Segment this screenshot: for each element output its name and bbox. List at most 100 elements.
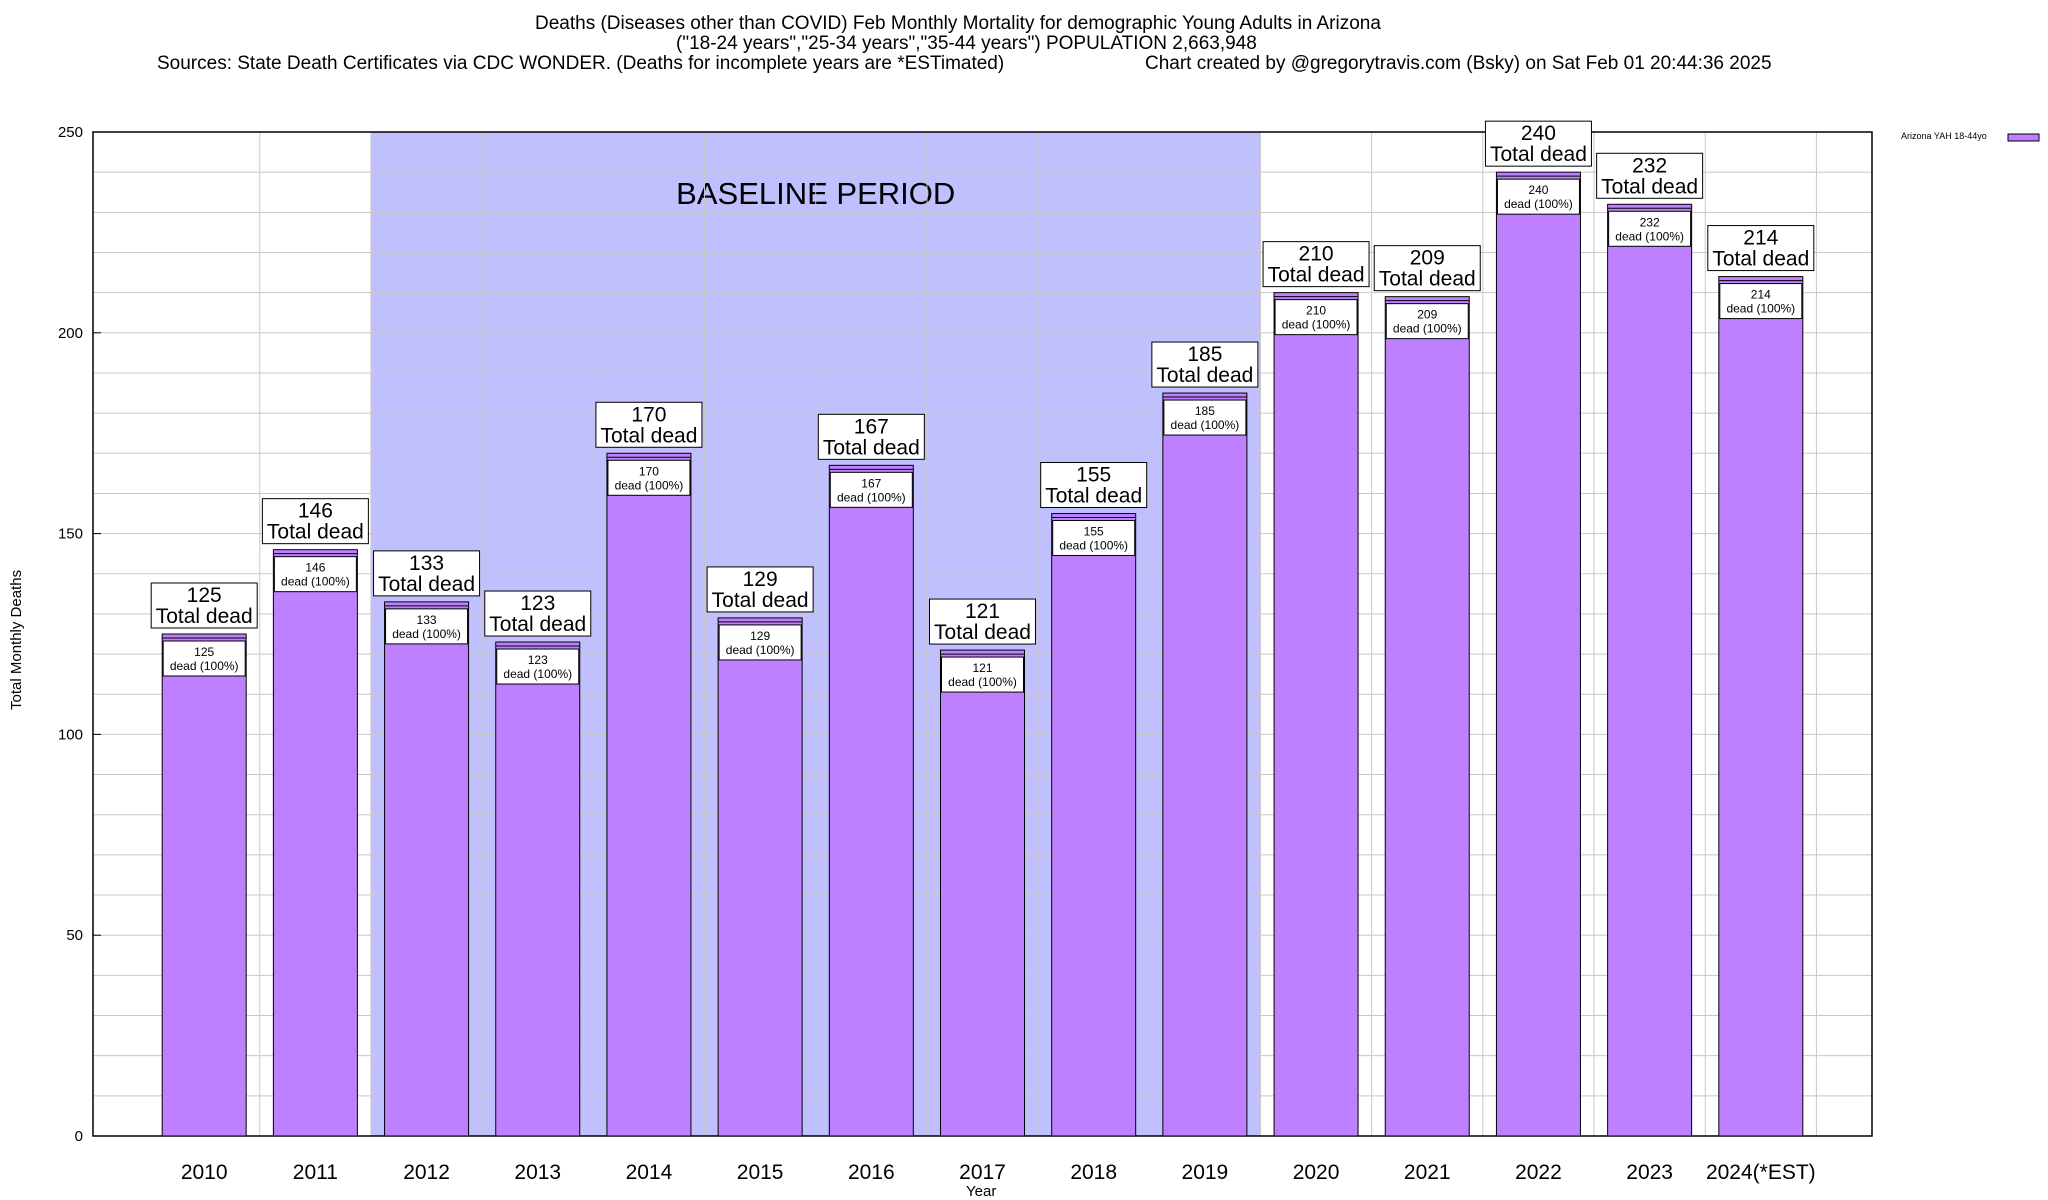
top-value-label: 232 [1632, 154, 1667, 177]
top-label-box [261, 498, 369, 545]
top-value-label: 155 [1076, 464, 1111, 487]
top-value-label: 133 [409, 552, 444, 575]
top-value-label: 146 [298, 500, 333, 523]
top-value-label: 210 [1299, 243, 1334, 266]
top-total-label: Total dead [267, 521, 364, 544]
inner-label-box [941, 656, 1024, 693]
top-value-label: 123 [520, 592, 555, 615]
inner-percent-label: dead (100%) [615, 478, 684, 492]
x-tick-label: 2020 [1293, 1161, 1340, 1184]
bar [161, 633, 247, 1137]
top-total-label: Total dead [1268, 264, 1365, 287]
bar [1607, 203, 1693, 1137]
inner-value-label: 240 [1528, 183, 1548, 197]
bar [940, 649, 1025, 1137]
inner-label-box [162, 640, 246, 677]
inner-label-box [718, 624, 802, 661]
top-label-box [706, 566, 814, 613]
bar [606, 452, 692, 1137]
top-total-label: Total dead [1601, 175, 1698, 198]
inner-value-label: 170 [639, 464, 659, 478]
chart-title-line-1: Deaths (Diseases other than COVID) Feb M… [535, 13, 1381, 34]
x-tick-label: 2024(*EST) [1706, 1161, 1816, 1184]
x-axis-label: Year [966, 1183, 997, 1200]
bar [1273, 292, 1359, 1137]
top-total-label: Total dead [1156, 364, 1253, 387]
inner-value-label: 185 [1195, 404, 1215, 418]
inner-percent-label: dead (100%) [1615, 229, 1684, 243]
top-total-label: Total dead [1712, 248, 1809, 271]
inner-label-box [273, 556, 357, 593]
x-tick-label: 2017 [959, 1161, 1006, 1184]
top-value-label: 209 [1410, 247, 1445, 270]
y-tick-label: 50 [66, 927, 83, 944]
top-value-label: 167 [854, 415, 889, 438]
bar [384, 601, 470, 1137]
top-value-label: 185 [1187, 343, 1222, 366]
x-tick-label: 2021 [1404, 1161, 1451, 1184]
inner-label-box [1608, 210, 1692, 247]
x-tick-label: 2023 [1626, 1161, 1673, 1184]
inner-label-box [1163, 399, 1247, 436]
x-tick-label: 2018 [1070, 1161, 1117, 1184]
top-value-label: 214 [1743, 227, 1778, 250]
top-total-label: Total dead [1379, 268, 1476, 291]
x-tick-label: 2013 [514, 1161, 561, 1184]
top-value-label: 240 [1521, 122, 1556, 145]
top-label-box [817, 413, 925, 460]
inner-percent-label: dead (100%) [170, 659, 239, 673]
bar [717, 617, 803, 1137]
bar [828, 464, 914, 1137]
inner-label-box [1385, 303, 1469, 340]
inner-label-box [1719, 283, 1803, 320]
inner-value-label: 210 [1306, 304, 1326, 318]
top-total-label: Total dead [156, 605, 253, 628]
x-tick-label: 2014 [626, 1161, 673, 1184]
y-tick-label: 200 [58, 325, 83, 342]
inner-label-box [607, 459, 691, 496]
inner-percent-label: dead (100%) [1393, 322, 1462, 336]
y-tick-label: 250 [58, 124, 83, 141]
x-tick-label: 2015 [737, 1161, 784, 1184]
inner-value-label: 167 [861, 476, 881, 490]
inner-label-box [1496, 178, 1580, 215]
x-tick-label: 2011 [293, 1161, 338, 1184]
inner-label-box [1052, 520, 1136, 557]
inner-percent-label: dead (100%) [503, 667, 572, 681]
top-label-box [1373, 245, 1481, 292]
chart-credit-text: Chart created by @gregorytravis.com (Bsk… [1145, 53, 1772, 74]
top-total-label: Total dead [934, 621, 1031, 644]
bar [1384, 296, 1470, 1137]
inner-percent-label: dead (100%) [1059, 539, 1128, 553]
top-total-label: Total dead [378, 573, 475, 596]
chart-title-line-2: ("18-24 years","25-34 years","35-44 year… [676, 33, 1257, 54]
inner-percent-label: dead (100%) [726, 643, 795, 657]
bar [1495, 171, 1581, 1137]
x-tick-label: 2010 [181, 1161, 228, 1184]
inner-label-box [385, 608, 469, 645]
top-label-box [1151, 341, 1259, 388]
top-label-box [595, 401, 703, 448]
inner-value-label: 232 [1640, 215, 1660, 229]
inner-value-label: 214 [1751, 288, 1771, 302]
top-total-label: Total dead [823, 436, 920, 459]
inner-percent-label: dead (100%) [837, 490, 906, 504]
inner-percent-label: dead (100%) [1282, 318, 1351, 332]
x-tick-label: 2016 [848, 1161, 895, 1184]
inner-percent-label: dead (100%) [1726, 302, 1795, 316]
inner-label-box [1274, 299, 1358, 336]
bar [272, 549, 358, 1137]
bar [1162, 392, 1248, 1137]
x-tick-label: 2019 [1182, 1161, 1229, 1184]
inner-percent-label: dead (100%) [1504, 197, 1573, 211]
inner-value-label: 155 [1084, 525, 1104, 539]
top-label-box [484, 590, 592, 637]
inner-value-label: 146 [305, 561, 325, 575]
inner-value-label: 123 [528, 653, 548, 667]
top-value-label: 125 [187, 584, 222, 607]
inner-value-label: 125 [194, 645, 214, 659]
top-label-box [373, 550, 481, 597]
inner-value-label: 209 [1417, 308, 1437, 322]
top-label-box [929, 598, 1036, 645]
